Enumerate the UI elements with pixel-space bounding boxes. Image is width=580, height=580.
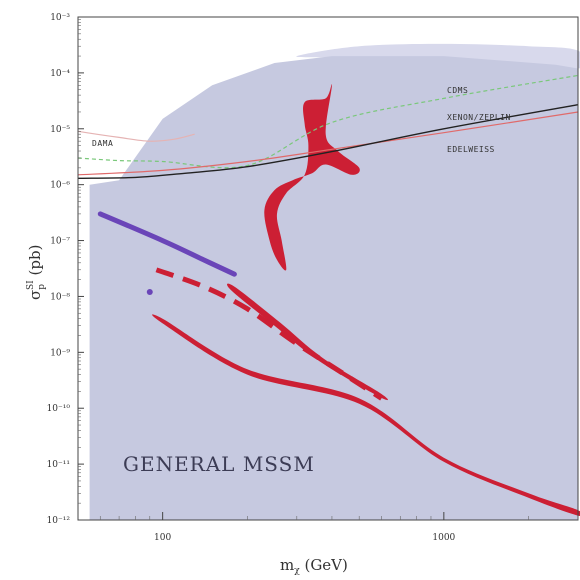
y-tick-label: 10⁻⁷ xyxy=(50,237,70,247)
y-tick-label: 10⁻³ xyxy=(50,13,70,23)
y-tick-label: 10⁻¹² xyxy=(47,516,71,526)
label-edelweiss: EDELWEISS xyxy=(447,145,495,154)
label-cdms: CDMS xyxy=(447,86,468,95)
limit-curve-edelweiss xyxy=(77,111,579,176)
y-tick-label: 10⁻¹⁰ xyxy=(47,404,71,414)
y-tick-label: 10⁻⁶ xyxy=(50,181,70,191)
purple-dot xyxy=(146,289,153,296)
x-axis-title: mχ (GeV) xyxy=(280,556,348,576)
y-axis-title: σpSI (pb) xyxy=(26,245,47,300)
limit-curve-cdms xyxy=(77,74,579,169)
x-axis: 100 1000 xyxy=(99,512,579,543)
y-tick-label: 10⁻¹¹ xyxy=(47,460,70,470)
red-band-dashed xyxy=(155,267,383,401)
general-mssm-region xyxy=(89,56,578,520)
x-tick-label: 100 xyxy=(154,533,171,543)
y-tick-label: 10⁻⁴ xyxy=(50,69,70,79)
y-axis-title-group: σpSI (pb) xyxy=(26,245,47,300)
limit-curve-xenon xyxy=(77,104,579,179)
plot-frame xyxy=(77,16,579,521)
plot-area xyxy=(77,43,580,520)
limit-curve-dama xyxy=(77,130,195,142)
red-region-upper-hook xyxy=(264,83,360,271)
label-xenon: XENON/ZEPLIN xyxy=(447,113,511,122)
purple-band xyxy=(97,211,237,277)
y-tick-label: 10⁻⁸ xyxy=(50,292,70,302)
y-tick-label: 10⁻⁵ xyxy=(50,125,70,135)
y-axis: 10⁻³ 10⁻⁴ 10⁻⁵ 10⁻⁶ 10⁻⁷ 10⁻⁸ 10⁻⁹ 10⁻¹⁰ 10⁻¹¹ 10… xyxy=(47,13,84,526)
y-tick-label: 10⁻⁹ xyxy=(50,348,70,358)
label-dama: DAMA xyxy=(92,139,113,148)
region-label: GENERAL MSSM xyxy=(123,452,315,476)
curve-labels: CDMS XENON/ZEPLIN EDELWEISS DAMA xyxy=(92,86,511,154)
red-band-middle xyxy=(226,283,388,401)
x-tick-label: 1000 xyxy=(432,533,455,543)
